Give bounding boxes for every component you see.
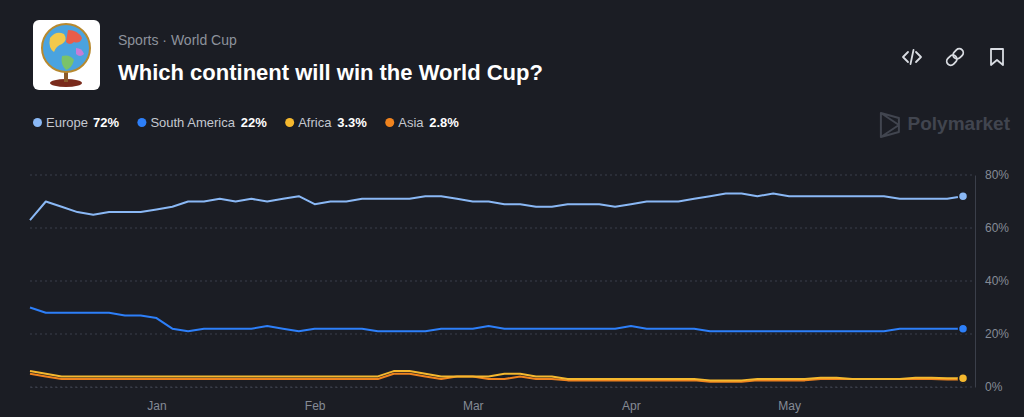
background — [0, 0, 1024, 417]
bookmark-button[interactable] — [991, 49, 1003, 65]
series-line — [30, 194, 963, 221]
y-tick: 80% — [975, 168, 1009, 182]
plot-area — [30, 192, 968, 384]
legend-item: South America 22% — [137, 115, 267, 130]
series-line — [30, 371, 963, 380]
legend-value: 2.8% — [429, 115, 459, 130]
icon-land — [66, 30, 82, 44]
link-icon[interactable] — [951, 47, 964, 60]
watermark-text: Polymarket — [908, 113, 1011, 134]
grid-line — [30, 334, 975, 335]
legend-item: Asia 2.8% — [385, 115, 459, 130]
x-tick-label: Apr — [622, 399, 641, 413]
y-tick-label: 40% — [985, 274, 1009, 288]
x-tick: Jan — [147, 387, 166, 413]
x-tick: Feb — [305, 387, 326, 413]
title: Which continent will win the World Cup? — [118, 60, 543, 85]
legend: Europe 72% South America 22% Africa 3.3% Asia 2… — [33, 115, 459, 130]
y-axis-line — [975, 176, 976, 388]
embed-button[interactable] — [903, 50, 921, 64]
x-tick: Apr — [622, 387, 641, 413]
legend-item: Africa 3.3% — [285, 115, 367, 130]
x-tick-label: May — [778, 399, 801, 413]
legend-label: Europe — [46, 115, 88, 130]
x-axis-line — [31, 387, 964, 388]
watermark-logo — [881, 113, 899, 137]
x-tick-label: Mar — [463, 399, 484, 413]
legend-item: Europe 72% — [33, 115, 119, 130]
series-line — [30, 308, 963, 332]
end-dot — [959, 374, 968, 383]
icon-land — [50, 33, 66, 52]
y-tick: 40% — [975, 274, 1009, 288]
embed-icon[interactable] — [903, 50, 921, 64]
bookmark-icon[interactable] — [991, 49, 1003, 65]
icon-land — [76, 48, 84, 56]
grid-line — [30, 281, 975, 282]
y-tick-label: 80% — [985, 168, 1009, 182]
legend-swatch — [137, 118, 146, 127]
legend-label: South America — [150, 115, 235, 130]
watermark: Polymarket — [881, 113, 1011, 137]
y-tick: 60% — [975, 221, 1009, 235]
legend-swatch — [33, 118, 42, 127]
y-tick: 20% — [975, 327, 1009, 341]
x-axis: Jan Feb Mar Apr May — [31, 387, 964, 413]
legend-label: Africa — [298, 115, 332, 130]
y-tick-label: 60% — [985, 221, 1009, 235]
legend-label: Asia — [398, 115, 424, 130]
y-axis: 0% 20% 40% 60% 80% — [975, 168, 1009, 394]
legend-value: 22% — [241, 115, 267, 130]
icon-bg — [33, 20, 100, 90]
market-icon — [33, 20, 100, 90]
x-tick-label: Jan — [147, 399, 166, 413]
end-dot — [959, 192, 968, 201]
x-tick-label: Feb — [305, 399, 326, 413]
icon-globe — [42, 24, 90, 72]
x-tick: Mar — [463, 387, 484, 413]
link-icon[interactable] — [945, 53, 958, 66]
legend-value: 72% — [93, 115, 119, 130]
legend-value: 3.3% — [337, 115, 367, 130]
y-tick: 0% — [975, 380, 1003, 394]
grid-line — [30, 175, 975, 176]
grid-line — [30, 387, 975, 388]
end-dot — [959, 324, 968, 333]
subtitle: Sports · World Cup — [118, 32, 237, 48]
link-button[interactable] — [945, 47, 965, 67]
grid-line — [30, 228, 975, 229]
grid — [30, 175, 975, 387]
icon-land — [62, 56, 75, 71]
y-tick-label: 20% — [985, 327, 1009, 341]
legend-swatch — [385, 118, 394, 127]
x-tick: May — [778, 387, 801, 413]
icon-stem — [64, 72, 68, 82]
legend-swatch — [285, 118, 294, 127]
y-tick-label: 0% — [985, 380, 1003, 394]
